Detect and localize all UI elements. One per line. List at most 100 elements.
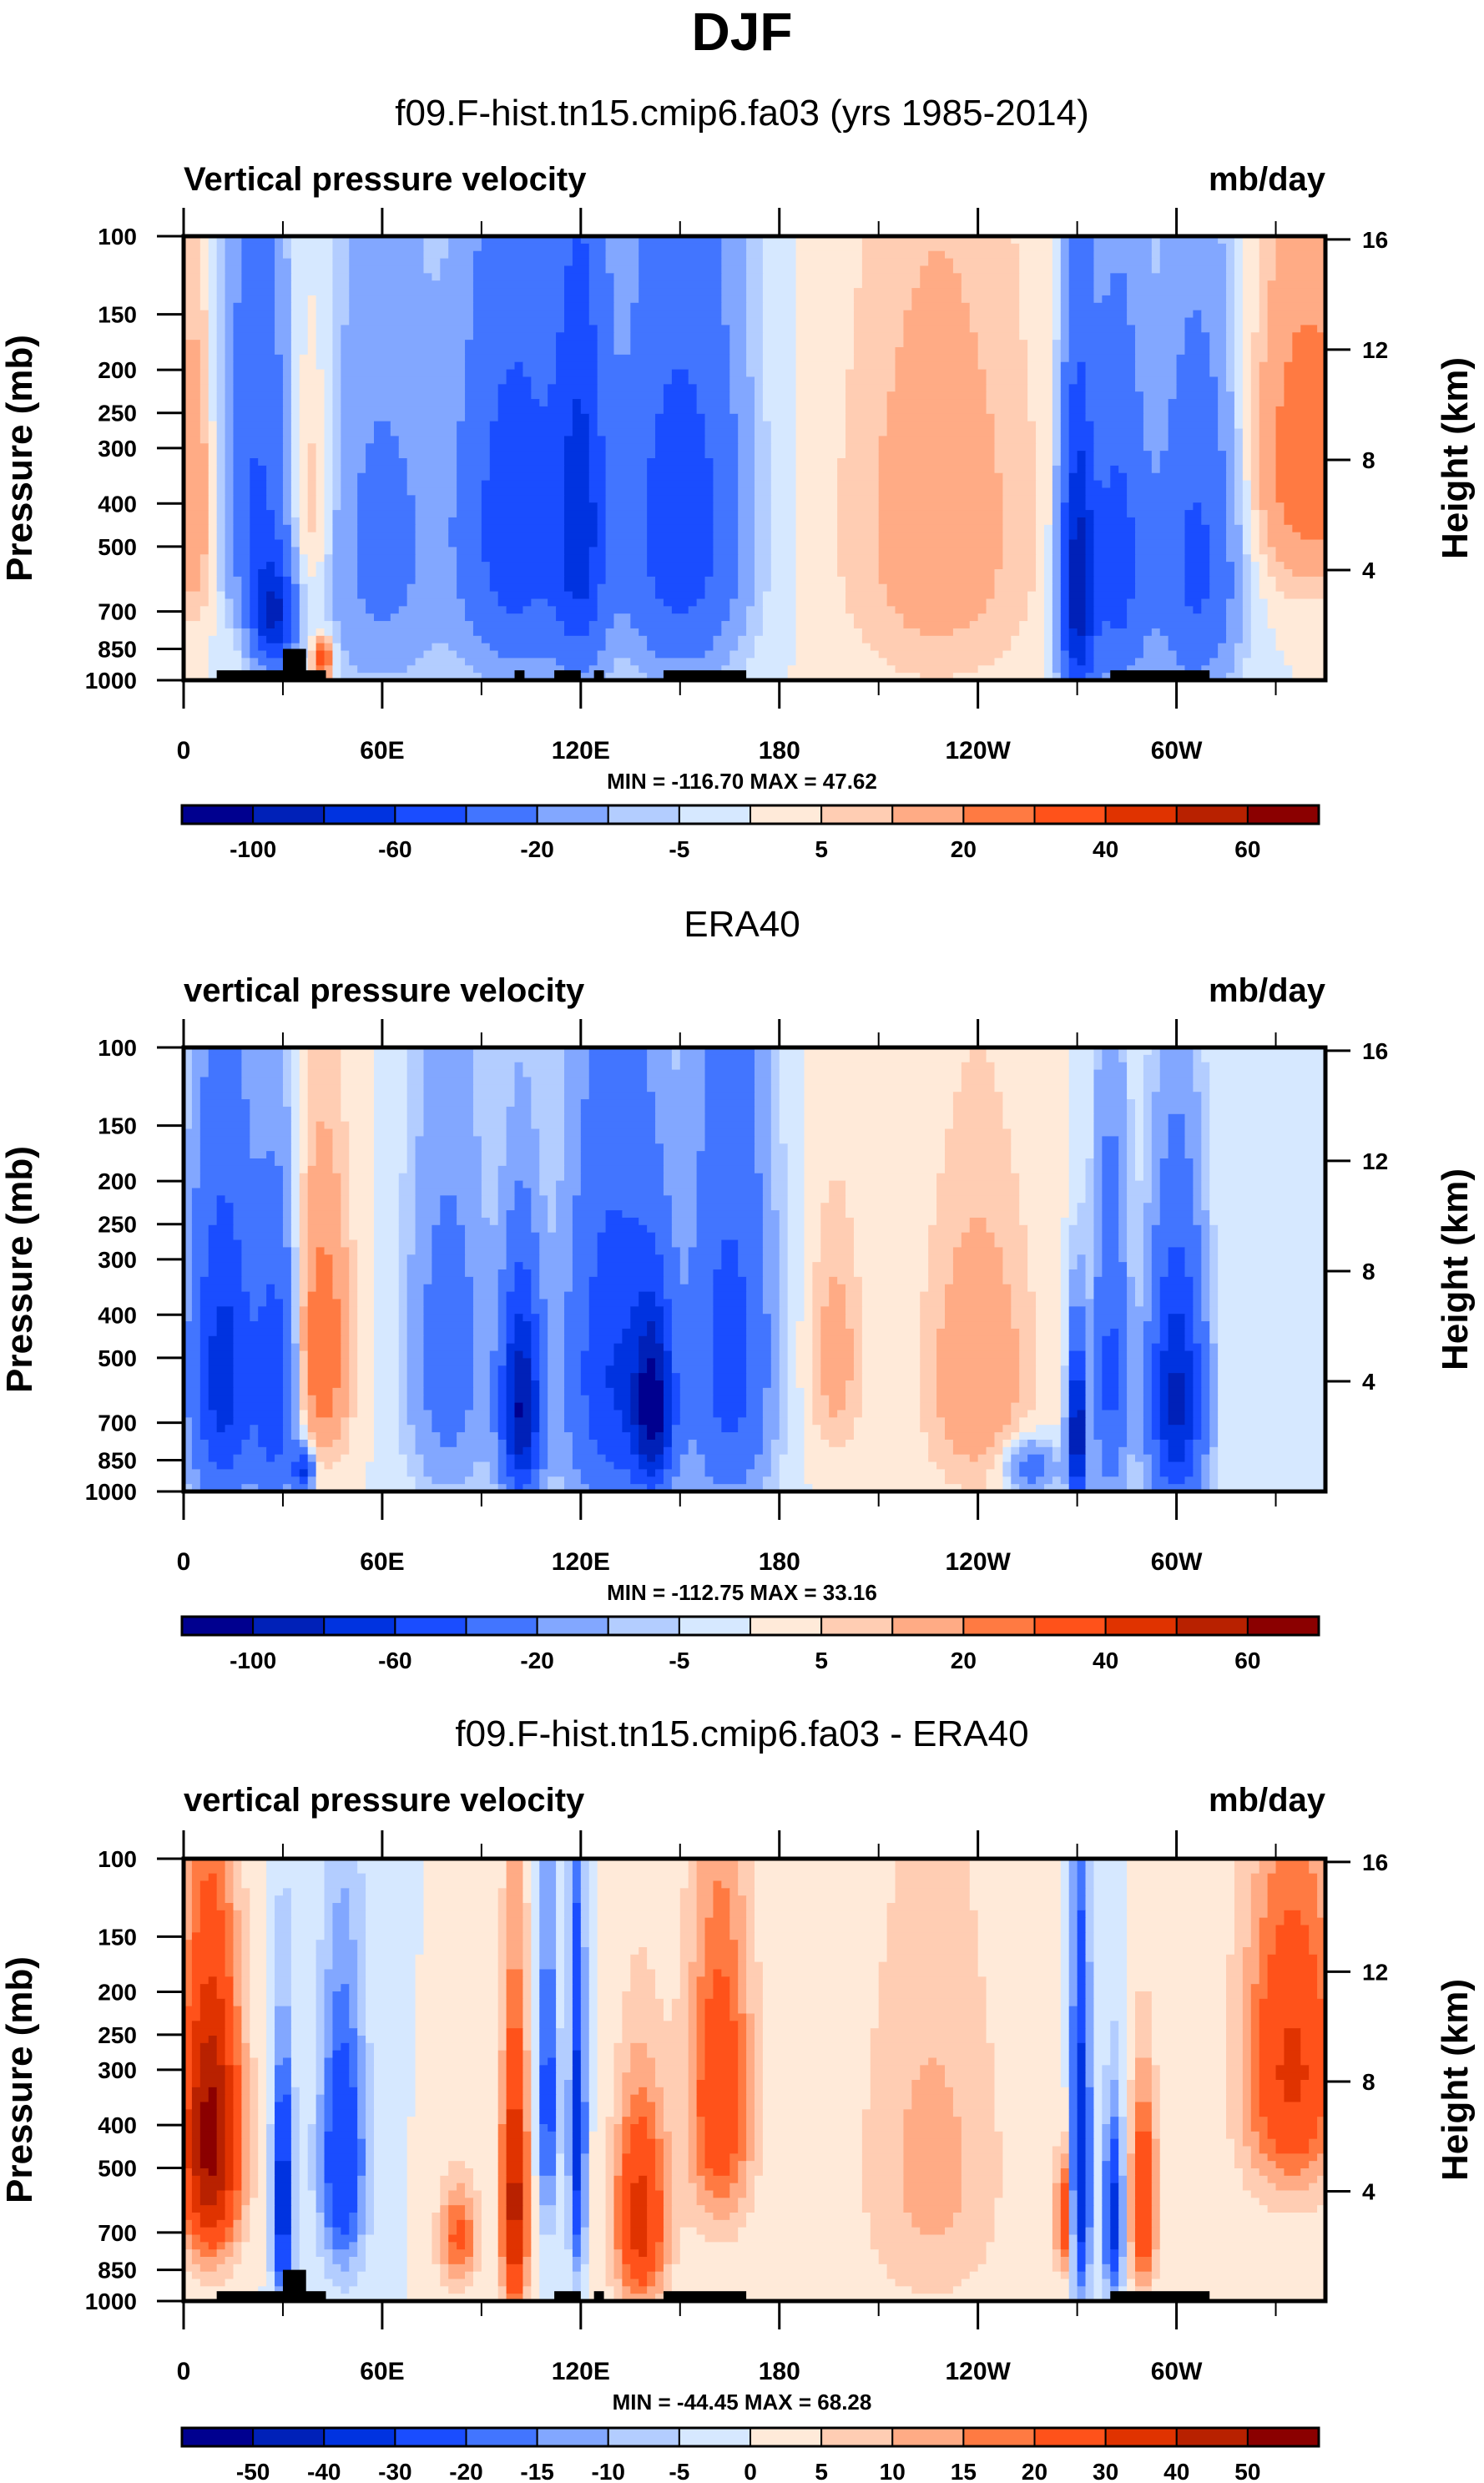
contour-cell	[853, 1328, 863, 1337]
contour-cell	[184, 532, 209, 541]
contour-cell	[332, 1402, 350, 1411]
contour-cell	[1060, 406, 1070, 415]
contour-cell	[1077, 458, 1087, 467]
contour-cell	[1242, 236, 1260, 245]
contour-cell	[1267, 532, 1301, 541]
contour-cell	[282, 628, 292, 637]
colorbar-swatch	[465, 805, 538, 825]
contour-cell	[1184, 1417, 1194, 1426]
contour-cell	[481, 517, 565, 526]
contour-cell	[1184, 1314, 1194, 1322]
contour-cell	[497, 1365, 507, 1374]
contour-cell	[1209, 1387, 1219, 1396]
contour-cell	[199, 606, 218, 614]
contour-cell	[1143, 1247, 1153, 1255]
contour-cell	[184, 361, 201, 371]
contour-cell	[1085, 1314, 1095, 1322]
contour-cell	[713, 1350, 747, 1359]
contour-cell	[1135, 591, 1186, 600]
contour-cell	[457, 510, 482, 518]
contour-cell	[1234, 280, 1244, 289]
contour-cell	[770, 517, 797, 526]
contour-cell	[349, 310, 474, 319]
contour-cell	[290, 1269, 300, 1278]
contour-cell	[332, 280, 350, 289]
contour-cell	[820, 1224, 855, 1234]
contour-cell	[241, 273, 275, 281]
contour-cell	[853, 1232, 929, 1241]
contour-cell	[845, 413, 888, 422]
contour-cell	[233, 332, 275, 341]
contour-cell	[1068, 650, 1087, 659]
contour-cell	[804, 1106, 954, 1115]
contour-cell	[1085, 583, 1095, 593]
contour-cell	[199, 576, 209, 585]
contour-cell	[1242, 243, 1260, 252]
contour-cell	[250, 554, 284, 563]
contour-cell	[332, 391, 341, 400]
contour-cell	[1143, 1284, 1153, 1293]
contour-cell	[878, 650, 1003, 659]
contour-cell	[233, 1350, 284, 1359]
contour-cell	[952, 1106, 1003, 1115]
contour-cell	[787, 1284, 805, 1293]
contour-cell	[920, 628, 954, 637]
contour-cell	[1193, 1395, 1202, 1404]
contour-cell	[1019, 1373, 1037, 1381]
contour-cell	[1184, 347, 1210, 356]
contour-cell	[366, 606, 400, 614]
contour-cell	[1118, 1254, 1128, 1263]
contour-cell	[1011, 1306, 1037, 1315]
contour-cell	[1184, 1269, 1202, 1278]
contour-cell	[472, 1343, 499, 1352]
contour-cell	[374, 1395, 400, 1404]
contour-cell	[1127, 1084, 1144, 1093]
contour-cell	[1275, 635, 1326, 644]
contour-cell	[605, 258, 639, 267]
contour-cell	[208, 273, 218, 281]
contour-cell	[1234, 421, 1244, 430]
contour-cell	[282, 562, 292, 570]
contour-cell	[349, 1291, 358, 1300]
contour-cell	[1159, 1373, 1169, 1381]
contour-cell	[1259, 421, 1277, 430]
contour-cell	[1127, 1069, 1144, 1078]
contour-cell	[299, 1165, 309, 1174]
contour-cell	[1027, 1239, 1062, 1248]
contour-cell	[423, 1106, 474, 1115]
contour-cell	[472, 273, 565, 281]
contour-cell	[191, 1069, 209, 1078]
contour-cell	[1234, 347, 1244, 356]
contour-cell	[1234, 332, 1244, 341]
contour-cell	[696, 1188, 764, 1196]
contour-cell	[1002, 1269, 1028, 1278]
contour-cell	[920, 1425, 946, 1433]
contour-cell	[531, 1432, 540, 1441]
contour-cell	[804, 1276, 813, 1285]
contour-cell	[1036, 1306, 1062, 1315]
contour-cell	[307, 1365, 341, 1374]
contour-cell	[184, 1262, 193, 1270]
contour-cell	[1184, 598, 1202, 607]
contour-cell	[1093, 569, 1136, 578]
contour-cell	[406, 1410, 432, 1418]
contour-cell	[679, 1254, 689, 1263]
contour-cell	[299, 583, 309, 593]
contour-cell	[423, 236, 449, 245]
contour-cell	[406, 1084, 425, 1093]
contour-cell	[315, 458, 326, 467]
contour-cell	[1060, 643, 1070, 652]
y-right-tick-label: 8	[1362, 447, 1375, 473]
contour-cell	[1002, 650, 1045, 659]
contour-cell	[315, 451, 326, 459]
contour-cell	[1068, 1077, 1095, 1085]
y-tick-label: 400	[98, 491, 137, 517]
contour-cell	[233, 480, 250, 489]
contour-cell	[1135, 1143, 1144, 1152]
contour-cell	[1085, 658, 1095, 666]
contour-cell	[1060, 369, 1078, 378]
contour-cell	[762, 1402, 780, 1411]
colorbar-label: -20	[520, 836, 553, 862]
contour-cell	[539, 1247, 573, 1255]
contour-cell	[696, 1217, 764, 1226]
